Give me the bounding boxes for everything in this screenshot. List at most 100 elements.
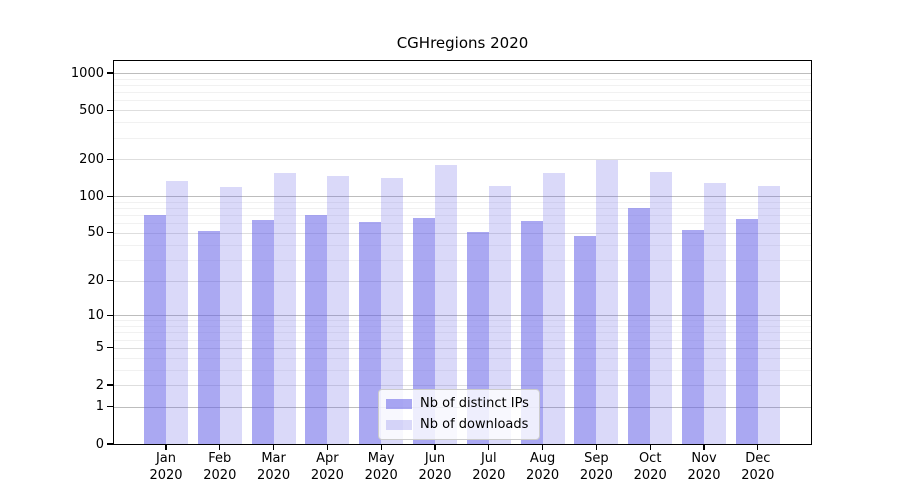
gridline-5 — [114, 347, 811, 349]
ytick-label-20: 20 — [87, 273, 104, 288]
bar-downloads-nov — [704, 183, 726, 444]
bar-downloads-apr — [327, 176, 350, 444]
xtick-mark-nov — [703, 445, 705, 450]
gridline-500 — [114, 110, 811, 112]
bar-distinct-ips-oct — [628, 208, 651, 444]
ytick-label-5: 5 — [95, 340, 104, 356]
ytick-mark-1000 — [107, 72, 113, 74]
bar-distinct-ips-jun — [413, 218, 435, 444]
ytick-label-1: 1 — [95, 399, 104, 415]
gridline-20 — [114, 280, 811, 282]
gridline-6 — [114, 339, 811, 341]
ytick-mark-20 — [107, 279, 113, 282]
xtick-month-text: Oct — [638, 451, 662, 466]
xtick-mark-mar — [273, 445, 275, 450]
xtick-mark-dec — [757, 445, 759, 450]
xtick-month-text: Jan — [155, 451, 177, 466]
gridline-1000 — [114, 73, 811, 74]
bar-distinct-ips-feb — [197, 230, 220, 444]
bar-downloads-mar — [273, 172, 296, 444]
legend-swatch-downloads — [386, 420, 412, 430]
gridline-10 — [114, 315, 811, 317]
xtick-mark-jul — [488, 445, 490, 450]
xtick-mark-jun — [434, 445, 436, 450]
bar-downloads-dec — [757, 186, 780, 444]
gridline-200 — [114, 159, 811, 161]
xtick-label-mar: Mar 2020 — [244, 450, 304, 484]
xtick-month-text: Feb — [208, 451, 232, 466]
legend: Nb of distinct IPs Nb of downloads — [378, 389, 540, 440]
gridline-3 — [114, 369, 811, 371]
xtick-year-text: 2020 — [310, 468, 344, 483]
xtick-label-jun: Jun 2020 — [405, 450, 465, 484]
xtick-month-text: Sep — [584, 451, 609, 466]
xtick-label-aug: Aug 2020 — [513, 450, 573, 484]
xtick-mark-oct — [649, 445, 651, 450]
ytick-mark-100 — [107, 195, 113, 197]
gridline-600 — [114, 100, 811, 102]
bar-downloads-oct — [650, 171, 673, 444]
plot-area — [113, 60, 812, 445]
xtick-label-dec: Dec 2020 — [728, 450, 788, 484]
xtick-year-text: 2020 — [687, 468, 721, 483]
ytick-label-0: 0 — [95, 436, 104, 452]
ytick-label-2: 2 — [95, 377, 104, 393]
xtick-year-text: 2020 — [149, 468, 183, 483]
bar-downloads-jan — [166, 181, 188, 444]
gridline-4 — [114, 357, 811, 359]
gridline-90 — [114, 201, 811, 203]
xtick-year-text: 2020 — [257, 468, 291, 483]
gridline-800 — [114, 84, 811, 86]
legend-swatch-distinct-ips — [386, 399, 412, 409]
gridline-300 — [114, 137, 811, 139]
xtick-label-may: May 2020 — [351, 450, 411, 484]
ytick-label-100: 100 — [79, 188, 104, 204]
gridline-100 — [114, 196, 811, 198]
xtick-year-text: 2020 — [472, 468, 506, 483]
legend-item-distinct-ips: Nb of distinct IPs — [386, 396, 529, 412]
gridline-700 — [114, 92, 811, 94]
xtick-mark-may — [380, 445, 382, 450]
bar-distinct-ips-aug — [520, 220, 543, 444]
bar-downloads-jul — [488, 186, 511, 444]
bar-distinct-ips-nov — [682, 229, 704, 444]
xtick-month-text: Jul — [480, 451, 497, 466]
legend-label-downloads: Nb of downloads — [420, 417, 529, 432]
bar-downloads-aug — [542, 172, 565, 444]
xtick-mark-aug — [542, 445, 544, 450]
chart-title: CGHregions 2020 — [396, 34, 529, 52]
gridline-2 — [114, 385, 811, 386]
bar-distinct-ips-sep — [574, 236, 597, 444]
bar-distinct-ips-may — [359, 221, 382, 444]
ytick-mark-50 — [107, 232, 113, 234]
ytick-mark-5 — [107, 347, 113, 349]
ytick-label-500: 500 — [79, 102, 104, 118]
legend-item-downloads: Nb of downloads — [386, 417, 529, 433]
ytick-label-1000: 1000 — [70, 65, 104, 81]
xtick-year-text: 2020 — [633, 468, 667, 483]
ytick-mark-200 — [107, 158, 113, 160]
gridline-9 — [114, 320, 811, 322]
xtick-year-text: 2020 — [526, 468, 560, 483]
xtick-mark-feb — [219, 445, 221, 450]
bar-distinct-ips-apr — [305, 215, 328, 444]
xtick-year-text: 2020 — [364, 468, 398, 483]
xtick-month-text: Nov — [691, 451, 717, 466]
xtick-month-text: May — [367, 451, 395, 466]
xtick-label-nov: Nov 2020 — [674, 450, 734, 484]
xtick-year-text: 2020 — [418, 468, 452, 483]
ytick-label-200: 200 — [79, 151, 104, 167]
bar-downloads-may — [381, 177, 404, 444]
gridline-60 — [114, 223, 811, 225]
legend-label-distinct-ips: Nb of distinct IPs — [420, 396, 529, 411]
gridline-70 — [114, 215, 811, 217]
xtick-month-text: Dec — [745, 451, 771, 466]
xtick-mark-jan — [165, 445, 167, 450]
xtick-month-text: Mar — [261, 451, 286, 466]
xtick-month-text: Jun — [424, 451, 446, 466]
xtick-label-feb: Feb 2020 — [190, 450, 250, 484]
gridline-7 — [114, 332, 811, 334]
bar-distinct-ips-jan — [144, 215, 166, 444]
bar-distinct-ips-mar — [251, 219, 274, 444]
